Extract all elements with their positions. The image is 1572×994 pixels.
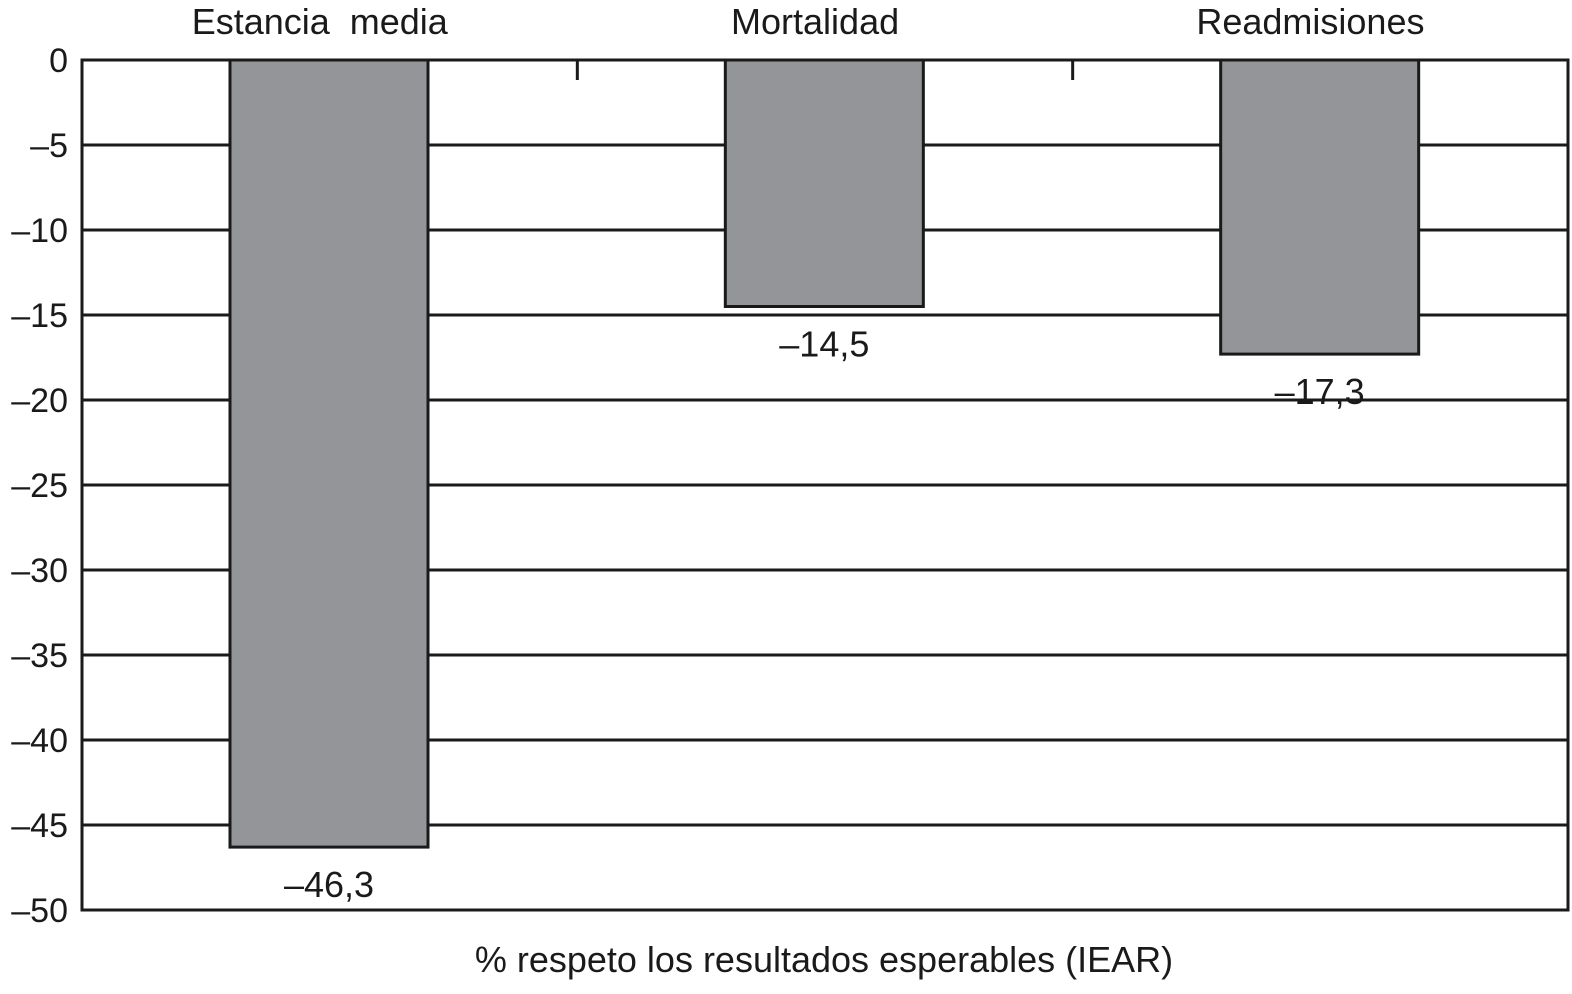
y-tick-label: –45	[11, 807, 68, 845]
category-label: Readmisiones	[1196, 1, 1424, 42]
y-tick-label: –35	[11, 637, 68, 675]
category-label: Estancia media	[192, 1, 449, 42]
bar	[723, 58, 925, 308]
category-labels: Estancia media Mortalidad Readmisiones	[192, 1, 1425, 42]
y-tick-label: –10	[11, 212, 68, 250]
y-tick-label: –15	[11, 297, 68, 335]
y-axis-ticks: 0 –5 –10 –15 –20 –25 –30 –35 –40 –45 –50	[11, 42, 68, 930]
y-tick-label: –5	[30, 127, 68, 165]
bars	[228, 58, 1421, 849]
y-tick-label: –25	[11, 467, 68, 505]
bar	[228, 58, 430, 849]
y-tick-label: –20	[11, 382, 68, 420]
x-axis-title: % respeto los resultados esperables (IEA…	[475, 939, 1173, 980]
y-tick-label: –30	[11, 552, 68, 590]
data-label: –46,3	[284, 864, 374, 905]
bar	[1219, 58, 1421, 356]
y-tick-label: 0	[49, 42, 68, 80]
data-label: –14,5	[779, 324, 869, 365]
plot-frame	[80, 58, 1570, 912]
data-labels: –46,3 –14,5 –17,3	[284, 324, 1365, 906]
plot-area-border	[80, 58, 1570, 912]
category-label: Mortalidad	[731, 1, 899, 42]
y-tick-label: –50	[11, 892, 68, 930]
y-tick-label: –40	[11, 722, 68, 760]
data-label: –17,3	[1275, 371, 1365, 412]
